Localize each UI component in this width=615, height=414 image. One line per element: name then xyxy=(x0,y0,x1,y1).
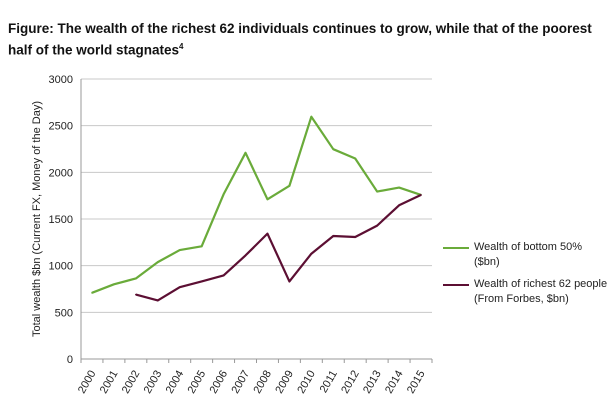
data-point xyxy=(91,292,93,294)
data-point xyxy=(222,274,225,277)
data-point xyxy=(244,254,247,257)
legend-swatch-richest62 xyxy=(443,284,469,286)
x-tick-label: 2015 xyxy=(405,369,428,396)
y-tick-label: 500 xyxy=(55,307,73,319)
data-point xyxy=(354,157,357,160)
y-tick-label: 1500 xyxy=(49,214,73,226)
x-tick-label: 2011 xyxy=(318,369,340,395)
data-point xyxy=(135,293,137,296)
x-tick-label: 2003 xyxy=(142,369,165,396)
x-tick-label: 2009 xyxy=(273,369,296,396)
data-point xyxy=(376,190,378,193)
y-tick-label: 1000 xyxy=(49,261,73,273)
chart-title: Figure: The wealth of the richest 62 ind… xyxy=(8,20,608,60)
data-point xyxy=(288,280,291,283)
data-point xyxy=(244,152,247,154)
data-point xyxy=(178,249,181,251)
data-point xyxy=(156,261,159,263)
title-footnote: 4 xyxy=(179,42,184,51)
x-tick-label: 2014 xyxy=(383,369,406,396)
y-axis-label: Total wealth $bn (Current FX, Money of t… xyxy=(31,101,43,337)
x-tick-label: 2007 xyxy=(229,369,252,396)
data-point xyxy=(332,148,335,150)
data-point xyxy=(288,185,291,187)
x-tick-label: 2012 xyxy=(339,369,362,396)
y-tick-label: 3000 xyxy=(49,74,73,86)
data-point xyxy=(113,283,115,286)
data-point xyxy=(310,115,313,118)
data-point xyxy=(398,186,400,189)
x-tick-label: 2004 xyxy=(164,369,187,396)
x-tick-label: 2008 xyxy=(251,369,274,396)
data-point xyxy=(200,245,203,248)
data-point xyxy=(354,236,357,238)
y-tick-label: 2500 xyxy=(49,121,73,133)
data-point xyxy=(398,204,400,207)
legend-bottom50: Wealth of bottom 50% ($bn) xyxy=(474,241,583,268)
x-tick-label: 2000 xyxy=(76,369,99,396)
x-tick-label: 2013 xyxy=(361,369,384,396)
x-tick-label: 2002 xyxy=(120,369,143,396)
legend-richest62: Wealth of richest 62 people (From Forbes… xyxy=(474,278,608,305)
data-point xyxy=(135,277,137,280)
data-point xyxy=(200,280,203,283)
y-tick-label: 0 xyxy=(67,354,73,366)
data-point xyxy=(222,193,225,196)
x-tick-label: 2006 xyxy=(208,369,231,396)
data-point xyxy=(332,235,335,237)
data-point xyxy=(376,224,378,227)
data-point xyxy=(310,252,313,255)
x-tick-label: 2001 xyxy=(98,369,121,396)
x-tick-label: 2005 xyxy=(186,369,209,396)
series-line-1 xyxy=(135,193,422,302)
x-tick-label: 2010 xyxy=(295,369,318,396)
series-line-0 xyxy=(91,115,422,294)
data-point xyxy=(266,232,269,235)
legend-swatch-bottom50 xyxy=(443,247,469,249)
data-point xyxy=(420,194,422,196)
data-point xyxy=(266,198,269,201)
data-point xyxy=(156,299,159,302)
y-tick-label: 2000 xyxy=(49,167,73,179)
chart-title-text: Figure: The wealth of the richest 62 ind… xyxy=(8,21,592,58)
data-point xyxy=(178,286,181,288)
